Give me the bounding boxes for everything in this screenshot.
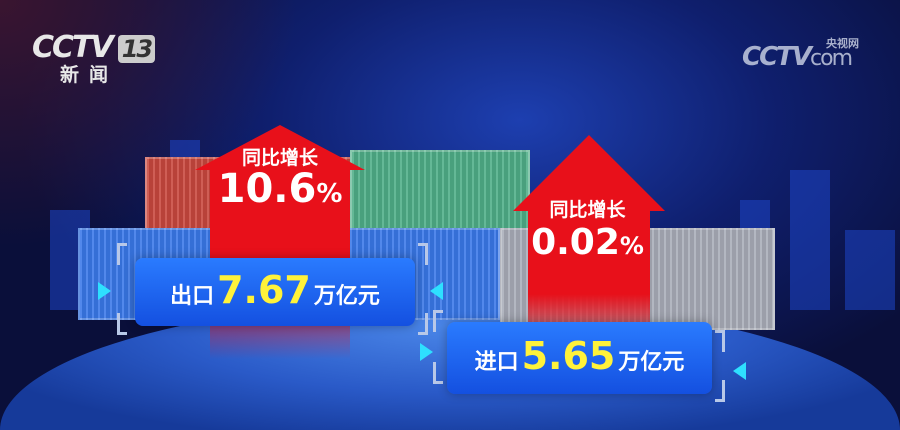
bracket — [117, 313, 127, 335]
import-growth-unit: % — [619, 232, 644, 260]
import-unit: 万亿元 — [618, 350, 685, 375]
bracket — [715, 330, 725, 352]
bracket — [418, 243, 428, 265]
triangle-left-icon — [733, 362, 746, 380]
export-growth-value: 10.6% — [205, 166, 355, 212]
triangle-right-icon — [98, 282, 111, 300]
triangle-right-icon — [420, 343, 433, 361]
export-unit: 万亿元 — [313, 284, 380, 309]
import-label: 进口 — [474, 350, 519, 375]
bracket — [433, 310, 443, 332]
export-growth-unit: % — [316, 179, 343, 209]
bracket — [117, 243, 127, 265]
cctv13-logo: CCTV 13 — [32, 30, 156, 65]
watermark-name: 央视网 — [826, 37, 859, 50]
bracket — [715, 380, 725, 402]
import-growth-value: 0.02% — [520, 222, 655, 263]
bracket — [418, 313, 428, 335]
import-growth-label: 同比增长 — [549, 199, 626, 221]
triangle-left-icon — [430, 282, 443, 300]
import-value: 5.65 — [521, 334, 616, 378]
logo-brand: CCTV — [32, 30, 114, 65]
watermark-suffix: com — [810, 46, 853, 71]
export-value: 7.67 — [217, 268, 311, 312]
bracket — [433, 362, 443, 384]
city-silhouette — [790, 170, 830, 310]
export-growth-label: 同比增长 — [241, 147, 318, 169]
logo-channel-name: 新闻 — [60, 64, 119, 86]
green-container — [350, 150, 530, 235]
cctv-com-watermark: CCTVcom — [742, 42, 853, 72]
export-value-box: 出口 7.67 万亿元 — [135, 258, 415, 326]
watermark-brand: CCTV — [742, 42, 812, 72]
city-silhouette — [845, 230, 895, 310]
import-value-box: 进口 5.65 万亿元 — [447, 322, 712, 394]
logo-number: 13 — [117, 35, 156, 63]
export-growth-number: 10.6 — [217, 166, 317, 212]
import-growth-number: 0.02 — [531, 222, 620, 263]
export-label: 出口 — [170, 284, 215, 309]
